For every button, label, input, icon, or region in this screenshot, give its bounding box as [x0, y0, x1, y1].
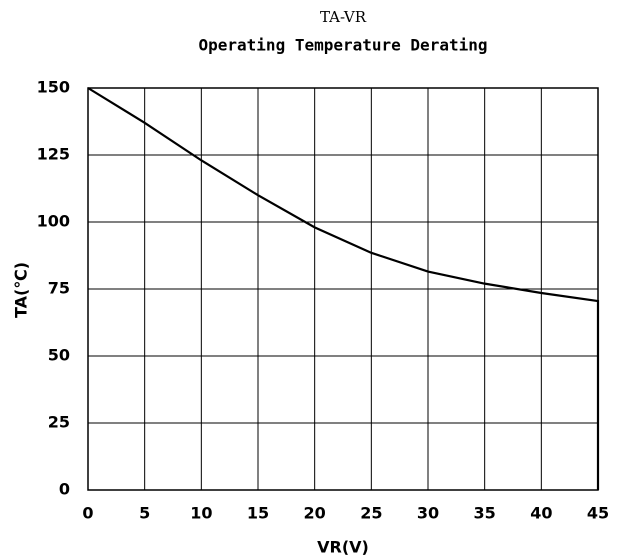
x-tick-label: 30: [417, 504, 439, 523]
x-tick-label: 25: [360, 504, 382, 523]
y-tick-label: 100: [37, 212, 70, 231]
x-tick-label: 40: [530, 504, 552, 523]
y-tick-label: 25: [48, 413, 70, 432]
x-axis-label: VR(V): [317, 538, 369, 557]
y-tick-label: 75: [48, 279, 70, 298]
data-line: [87, 87, 600, 490]
x-tick-label: 15: [247, 504, 269, 523]
chart-title: TA-VR: [320, 8, 367, 26]
y-tick-label: 50: [48, 346, 70, 365]
chart-subtitle: Operating Temperature Derating: [199, 36, 488, 55]
y-tick-label: 125: [37, 145, 70, 164]
x-tick-label: 45: [587, 504, 609, 523]
y-tick-label: 150: [37, 78, 70, 97]
x-tick-label: 0: [82, 504, 93, 523]
x-tick-label: 10: [190, 504, 212, 523]
x-tick-label: 20: [304, 504, 326, 523]
y-axis-label: TA(℃): [12, 262, 31, 318]
x-tick-label: 35: [474, 504, 496, 523]
x-tick-label: 5: [139, 504, 150, 523]
y-tick-label: 0: [59, 480, 70, 499]
